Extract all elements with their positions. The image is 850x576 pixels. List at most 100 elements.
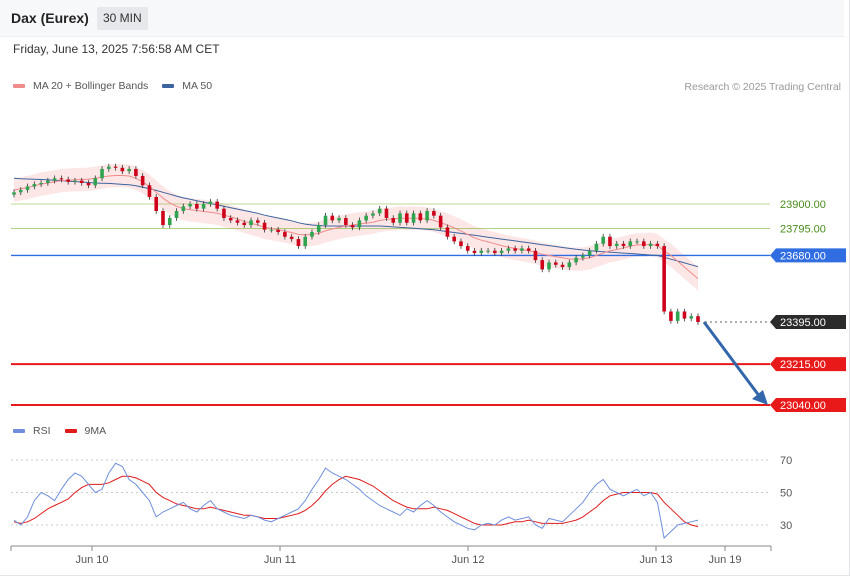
- candle-body: [418, 213, 423, 221]
- candle-body: [25, 186, 30, 190]
- ma20-legend-label: MA 20 + Bollinger Bands: [33, 80, 149, 92]
- candle-body: [560, 264, 565, 268]
- candle-body: [242, 222, 247, 226]
- copyright-text: Research © 2025 Trading Central: [684, 81, 841, 93]
- candle-body: [330, 215, 335, 221]
- candle-body: [526, 248, 531, 251]
- candle-body: [608, 236, 612, 247]
- candle-body: [310, 232, 314, 237]
- level-tag-5: [770, 398, 846, 412]
- x-tick-label-0: Jun 10: [75, 554, 108, 566]
- candle-body: [127, 168, 131, 172]
- candle-body: [188, 204, 192, 207]
- candle-body: [276, 229, 280, 233]
- candle-body: [472, 250, 477, 254]
- candle-body: [201, 204, 206, 209]
- chart-header: Dax (Eurex) 30 MIN: [0, 0, 844, 37]
- candle-body: [262, 222, 267, 230]
- candle-body: [377, 208, 382, 214]
- candle-body: [249, 220, 253, 226]
- candle-body: [140, 175, 145, 186]
- candle-body: [195, 204, 199, 209]
- candle-body: [675, 311, 680, 321]
- rsi-tick-label-0: 70: [780, 455, 792, 467]
- candle-body: [174, 211, 179, 219]
- rsi-tick-label-2: 30: [780, 520, 792, 532]
- ma50-swatch: [162, 84, 175, 88]
- timeframe-button[interactable]: 30 MIN: [97, 7, 148, 30]
- candle-body: [256, 220, 260, 223]
- ma50-legend-label: MA 50: [182, 80, 213, 92]
- candle-body: [79, 180, 84, 183]
- candle-body: [235, 220, 240, 223]
- candle-body: [452, 236, 456, 242]
- candle-body: [134, 168, 138, 176]
- candle-body: [567, 262, 572, 268]
- rsi-tick-label-1: 50: [780, 488, 792, 500]
- rsi-ma-legend-label: 9MA: [84, 425, 107, 437]
- candle-body: [323, 215, 328, 226]
- level-label-3: 23395.00: [780, 317, 826, 329]
- candle-body: [147, 185, 152, 197]
- rsi-swatch: [13, 429, 25, 433]
- candle-body: [398, 213, 402, 223]
- x-tick-label-2: Jun 12: [451, 554, 484, 566]
- candle-body: [357, 220, 362, 228]
- candle-body: [581, 255, 585, 258]
- candle-body: [662, 246, 666, 312]
- candle-body: [648, 243, 653, 247]
- candle-body: [411, 213, 416, 223]
- x-tick-label-1: Jun 11: [264, 554, 296, 566]
- candle-body: [337, 218, 341, 221]
- candle-body: [52, 178, 57, 181]
- level-label-0: 23900.00: [780, 199, 826, 211]
- candle-body: [303, 236, 308, 247]
- candle-body: [86, 182, 91, 186]
- price-legend: MA 20 + Bollinger Bands MA 50: [13, 80, 212, 92]
- candle-body: [93, 178, 98, 186]
- candle-body: [283, 232, 287, 237]
- candle-body: [269, 229, 274, 231]
- candle-body: [601, 236, 605, 244]
- level-tag-3: [770, 315, 846, 330]
- candle-body: [479, 250, 484, 254]
- level-label-5: 23040.00: [780, 400, 826, 412]
- candle-body: [208, 201, 213, 204]
- candle-body: [181, 206, 186, 212]
- candle-body: [486, 250, 490, 252]
- candle-body: [438, 215, 443, 228]
- candle-body: [404, 213, 409, 223]
- x-tick-label-3: Jun 13: [639, 554, 672, 566]
- candle-body: [316, 225, 321, 233]
- level-label-4: 23215.00: [780, 359, 826, 371]
- bollinger-band: [14, 163, 698, 291]
- candle-body: [161, 211, 165, 226]
- ma50-line: [13, 177, 699, 268]
- candle-body: [493, 250, 497, 254]
- candle-body: [614, 243, 619, 247]
- candle-body: [465, 246, 470, 251]
- candle-body: [120, 167, 125, 172]
- level-label-1: 23795.00: [780, 224, 826, 236]
- candle-body: [364, 215, 368, 221]
- candle-body: [642, 241, 646, 247]
- candle-body: [228, 218, 233, 221]
- candle-body: [18, 189, 23, 193]
- candle-body: [391, 218, 396, 223]
- candle-body: [107, 166, 111, 169]
- level-tag-4: [770, 357, 846, 372]
- rsi-ma-swatch: [64, 429, 77, 433]
- candle-body: [621, 243, 626, 247]
- candle-body: [506, 248, 511, 251]
- projection-arrowhead: [752, 390, 768, 405]
- rsi-legend: RSI 9MA: [13, 425, 106, 437]
- rsi-ma-line: [13, 475, 699, 528]
- candle-body: [100, 168, 104, 179]
- instrument-title: Dax (Eurex): [11, 10, 89, 26]
- candle-body: [39, 182, 43, 185]
- candle-body: [384, 208, 389, 219]
- candle-body: [553, 262, 558, 265]
- candle-body: [635, 241, 639, 243]
- candle-body: [655, 243, 660, 247]
